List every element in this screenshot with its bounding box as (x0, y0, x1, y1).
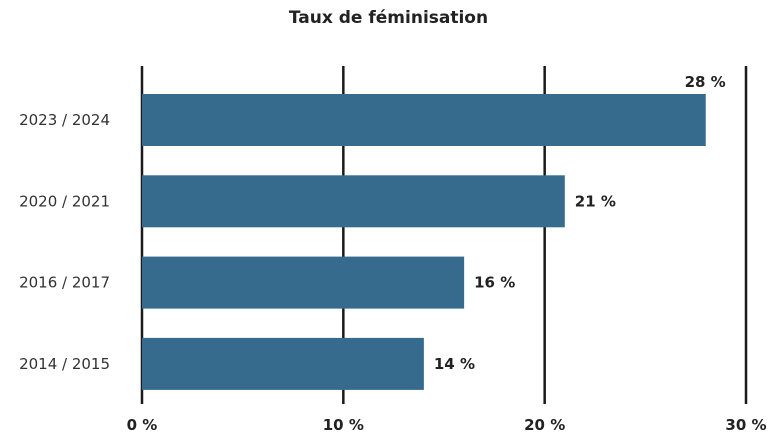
x-tick-label: 30 % (725, 416, 766, 434)
value-label: 28 % (685, 73, 726, 91)
bar (142, 94, 706, 146)
category-label: 2020 / 2021 (19, 192, 110, 210)
chart-title: Taux de féminisation (288, 8, 489, 28)
bars (142, 94, 706, 390)
category-label: 2016 / 2017 (19, 274, 110, 292)
bar (142, 256, 465, 309)
category-label: 2023 / 2024 (19, 111, 110, 129)
x-tick-label: 10 % (323, 416, 364, 434)
x-tick-label: 0 % (127, 416, 158, 434)
category-label: 2014 / 2015 (19, 355, 110, 373)
bar (142, 175, 565, 228)
value-label: 14 % (434, 355, 475, 373)
value-label: 21 % (575, 192, 616, 210)
value-label: 16 % (474, 274, 515, 292)
labels: 0 % 10 % 20 % 30 % 2023 / 2024 28 % 2020 / 202… (19, 73, 767, 434)
x-tick-label: 20 % (524, 416, 565, 434)
bar (142, 337, 424, 390)
